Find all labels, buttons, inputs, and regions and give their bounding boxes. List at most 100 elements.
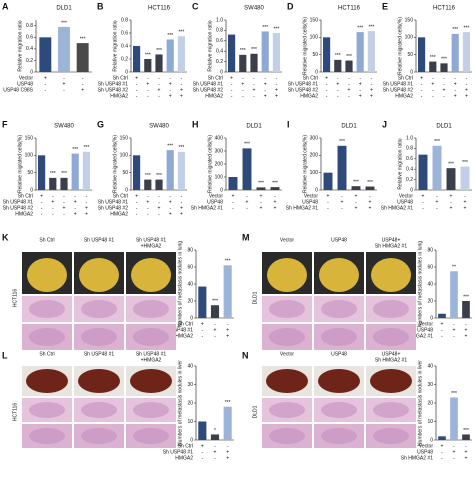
- condition-sign: +: [465, 327, 468, 333]
- condition-sign: -: [369, 193, 371, 199]
- bar: [58, 26, 70, 72]
- condition-sign: -: [432, 75, 434, 81]
- bar: [450, 271, 458, 318]
- tissue: [269, 300, 305, 318]
- condition-sign: -: [465, 443, 467, 449]
- condition-label: USP48: [397, 199, 413, 205]
- condition-sign: +: [226, 449, 229, 455]
- tissue: [133, 300, 169, 318]
- tissue: [81, 328, 117, 346]
- significance: ***: [167, 143, 173, 149]
- significance: ***: [83, 145, 89, 151]
- chart-title: DLD1: [436, 124, 452, 130]
- significance: ***: [240, 48, 246, 54]
- condition-sign: +: [355, 205, 358, 211]
- y-tick-label: 0.2: [26, 58, 33, 64]
- condition-label: Sh USP48 #1: [288, 81, 319, 87]
- bar: [270, 187, 280, 190]
- condition-sign: -: [181, 81, 183, 87]
- y-axis-label: Relative migration ratio: [17, 20, 23, 71]
- condition-sign: -: [348, 81, 350, 87]
- tissue: [373, 428, 409, 444]
- y-tick-label: 0.2: [406, 177, 413, 183]
- condition-sign: +: [465, 87, 468, 93]
- condition-sign: -: [421, 87, 423, 93]
- tissue: [29, 328, 65, 346]
- tissue: [321, 402, 357, 418]
- y-tick-label: 0.4: [406, 167, 413, 173]
- condition-label: Sh USP48 #2: [383, 87, 414, 93]
- y-tick-label: 0.2: [216, 59, 223, 65]
- condition-sign: -: [74, 205, 76, 211]
- bar: [351, 186, 361, 190]
- bar: [429, 61, 437, 72]
- bar: [228, 34, 236, 72]
- condition-label: Vector: [209, 193, 224, 199]
- y-tick-label: 60: [427, 264, 433, 270]
- tissue: [81, 300, 117, 318]
- tissue: [321, 328, 357, 346]
- condition-sign: -: [63, 87, 65, 93]
- condition-sign: +: [40, 193, 43, 199]
- tissue: [321, 300, 357, 318]
- condition-label: Sh USP48 #2: [3, 205, 34, 211]
- condition-sign: +: [158, 205, 161, 211]
- condition-sign: +: [275, 93, 278, 99]
- condition-sign: -: [232, 199, 234, 205]
- condition-sign: -: [422, 199, 424, 205]
- condition-sign: -: [443, 93, 445, 99]
- panel-letter: H: [192, 119, 199, 129]
- condition-sign: +: [226, 333, 229, 339]
- condition-sign: -: [326, 81, 328, 87]
- significance: ***: [452, 27, 458, 33]
- condition-sign: -: [371, 75, 373, 81]
- condition-sign: +: [453, 449, 456, 455]
- condition-sign: -: [436, 205, 438, 211]
- condition-sign: -: [337, 87, 339, 93]
- panel-letter: G: [97, 119, 104, 129]
- y-tick-label: 0.2: [121, 56, 128, 62]
- condition-sign: +: [450, 193, 453, 199]
- significance: ***: [61, 171, 67, 177]
- y-tick-label: 0: [220, 69, 223, 75]
- image-column-label: +HMGA2: [141, 357, 162, 363]
- condition-label: Sh Ctrl: [18, 193, 33, 199]
- condition-sign: -: [337, 93, 339, 99]
- y-tick-label: 100: [405, 35, 414, 41]
- y-tick-label: 50: [122, 170, 128, 176]
- condition-sign: -: [63, 199, 65, 205]
- tissue: [29, 428, 65, 444]
- condition-sign: -: [147, 205, 149, 211]
- y-tick-label: 0.4: [216, 49, 223, 55]
- condition-sign: -: [422, 205, 424, 211]
- bar: [166, 150, 174, 190]
- y-axis-label: Relative migrated cells(%): [207, 135, 213, 193]
- condition-sign: -: [246, 193, 248, 199]
- condition-sign: +: [63, 205, 66, 211]
- condition-label: Sh USP48 #1: [163, 449, 194, 455]
- condition-sign: -: [432, 93, 434, 99]
- y-tick-label: 30: [427, 382, 433, 388]
- condition-sign: +: [274, 199, 277, 205]
- y-tick-label: 0: [190, 315, 193, 321]
- chart-title: SW480: [149, 124, 169, 130]
- condition-label: USP48: [417, 449, 433, 455]
- image-column-label: Sh Ctrl: [39, 237, 54, 243]
- condition-sign: -: [201, 327, 203, 333]
- cell-line-label: DLD1: [252, 405, 258, 418]
- bar: [438, 436, 446, 440]
- chart-title: DLD1: [341, 124, 357, 130]
- condition-sign: +: [63, 81, 66, 87]
- condition-sign: +: [464, 205, 467, 211]
- y-tick-label: 40: [427, 363, 433, 369]
- image-column-label: Sh USP48 #1: [84, 237, 115, 243]
- panel-letter: B: [97, 1, 104, 11]
- y-tick-label: 40: [187, 363, 193, 369]
- condition-sign: -: [136, 199, 138, 205]
- y-tick-label: 0: [410, 187, 413, 193]
- condition-label: HMGA2: [110, 211, 128, 217]
- y-tick-label: 0.8: [406, 146, 413, 152]
- tissue: [269, 402, 305, 418]
- condition-sign: -: [432, 87, 434, 93]
- y-axis-label: Relative migrated cells(%): [397, 17, 403, 75]
